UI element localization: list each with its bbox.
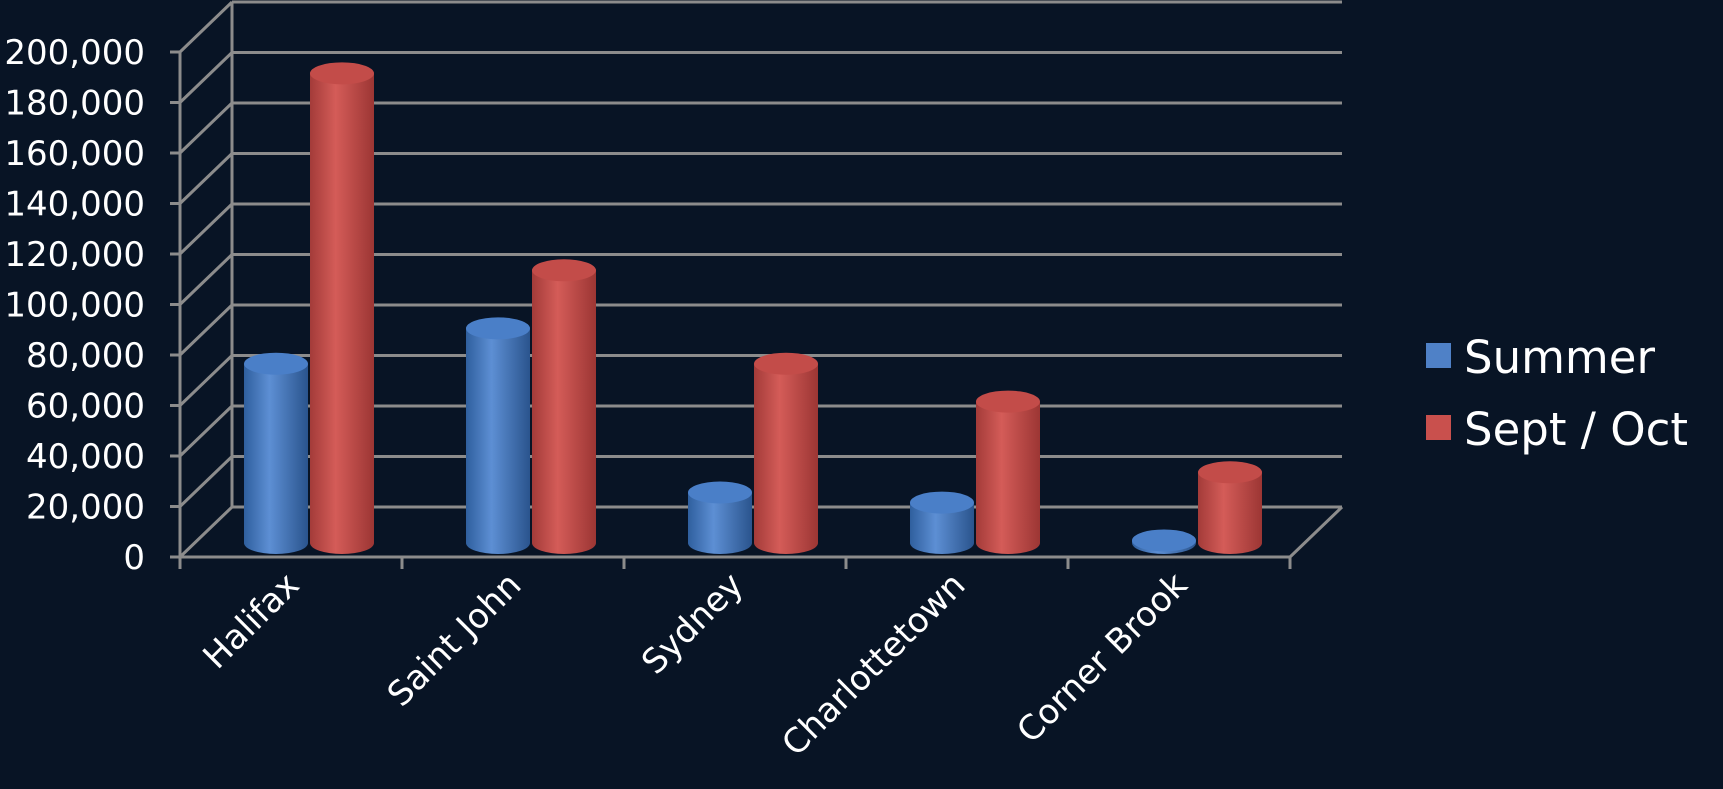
bar-top <box>1132 529 1196 552</box>
bar-top <box>466 317 530 340</box>
legend-swatch <box>1426 415 1451 440</box>
y-tick-label: 0 <box>123 538 145 578</box>
bar-top <box>910 491 974 514</box>
axes <box>170 2 1344 569</box>
bar <box>532 259 596 554</box>
legend: Summer Sept / Oct <box>1426 331 1688 456</box>
legend-label: Sept / Oct <box>1464 403 1688 456</box>
bar-body <box>532 270 596 554</box>
bar-top <box>244 352 308 375</box>
bar-body <box>976 401 1040 554</box>
bar-top <box>976 390 1040 413</box>
x-tick-label: Halifax <box>195 565 307 677</box>
y-tick-label: 120,000 <box>4 235 145 275</box>
y-tick-label: 40,000 <box>26 437 145 477</box>
grid-diagonal <box>178 202 234 256</box>
legend-label: Summer <box>1464 331 1655 384</box>
bar <box>1132 529 1196 554</box>
bar <box>244 352 308 554</box>
bar-body <box>688 492 752 554</box>
legend-swatch <box>1426 343 1451 368</box>
bar-top <box>310 62 374 85</box>
bar <box>910 491 974 554</box>
y-tick-label: 160,000 <box>4 134 145 174</box>
bar <box>754 352 818 554</box>
bars <box>244 62 1262 554</box>
grid-diagonal <box>178 455 234 508</box>
grid-diagonal <box>178 51 234 104</box>
y-tick-label: 140,000 <box>4 185 145 225</box>
y-tick-label: 200,000 <box>4 33 145 73</box>
x-tick-label: Corner Brook <box>1009 565 1195 751</box>
bar <box>310 62 374 554</box>
bar <box>466 317 530 554</box>
bar <box>688 481 752 554</box>
y-tick-label: 180,000 <box>4 84 145 124</box>
bar-body <box>466 328 530 554</box>
bar-body <box>310 73 374 554</box>
grid-diagonal <box>178 505 234 559</box>
bar <box>1198 461 1262 554</box>
y-tick-label: 100,000 <box>4 286 145 326</box>
y-tick-label: 80,000 <box>26 336 145 376</box>
x-tick-label: Saint John <box>380 565 530 715</box>
bar-top <box>532 259 596 282</box>
x-tick-label: Charlottetown <box>774 565 973 764</box>
grid-diagonal <box>178 354 234 407</box>
bar-body <box>1198 472 1262 554</box>
y-tick-label: 20,000 <box>26 488 145 528</box>
grid-diagonal <box>178 404 234 458</box>
grid-diagonal <box>178 152 234 205</box>
x-tick-label: Sydney <box>634 565 751 682</box>
floor-right-edge <box>1288 505 1344 559</box>
bar-top <box>754 352 818 375</box>
bar-body <box>244 363 308 554</box>
bar-body <box>910 502 974 554</box>
bar-top <box>1198 461 1262 484</box>
grid-diagonal <box>178 101 234 155</box>
bar <box>976 390 1040 554</box>
grid-diagonal <box>178 253 234 306</box>
grid-diagonal <box>178 303 234 357</box>
bar-top <box>688 481 752 504</box>
y-tick-label: 60,000 <box>26 387 145 427</box>
grid-diagonal <box>178 0 234 54</box>
bar-body <box>754 363 818 554</box>
